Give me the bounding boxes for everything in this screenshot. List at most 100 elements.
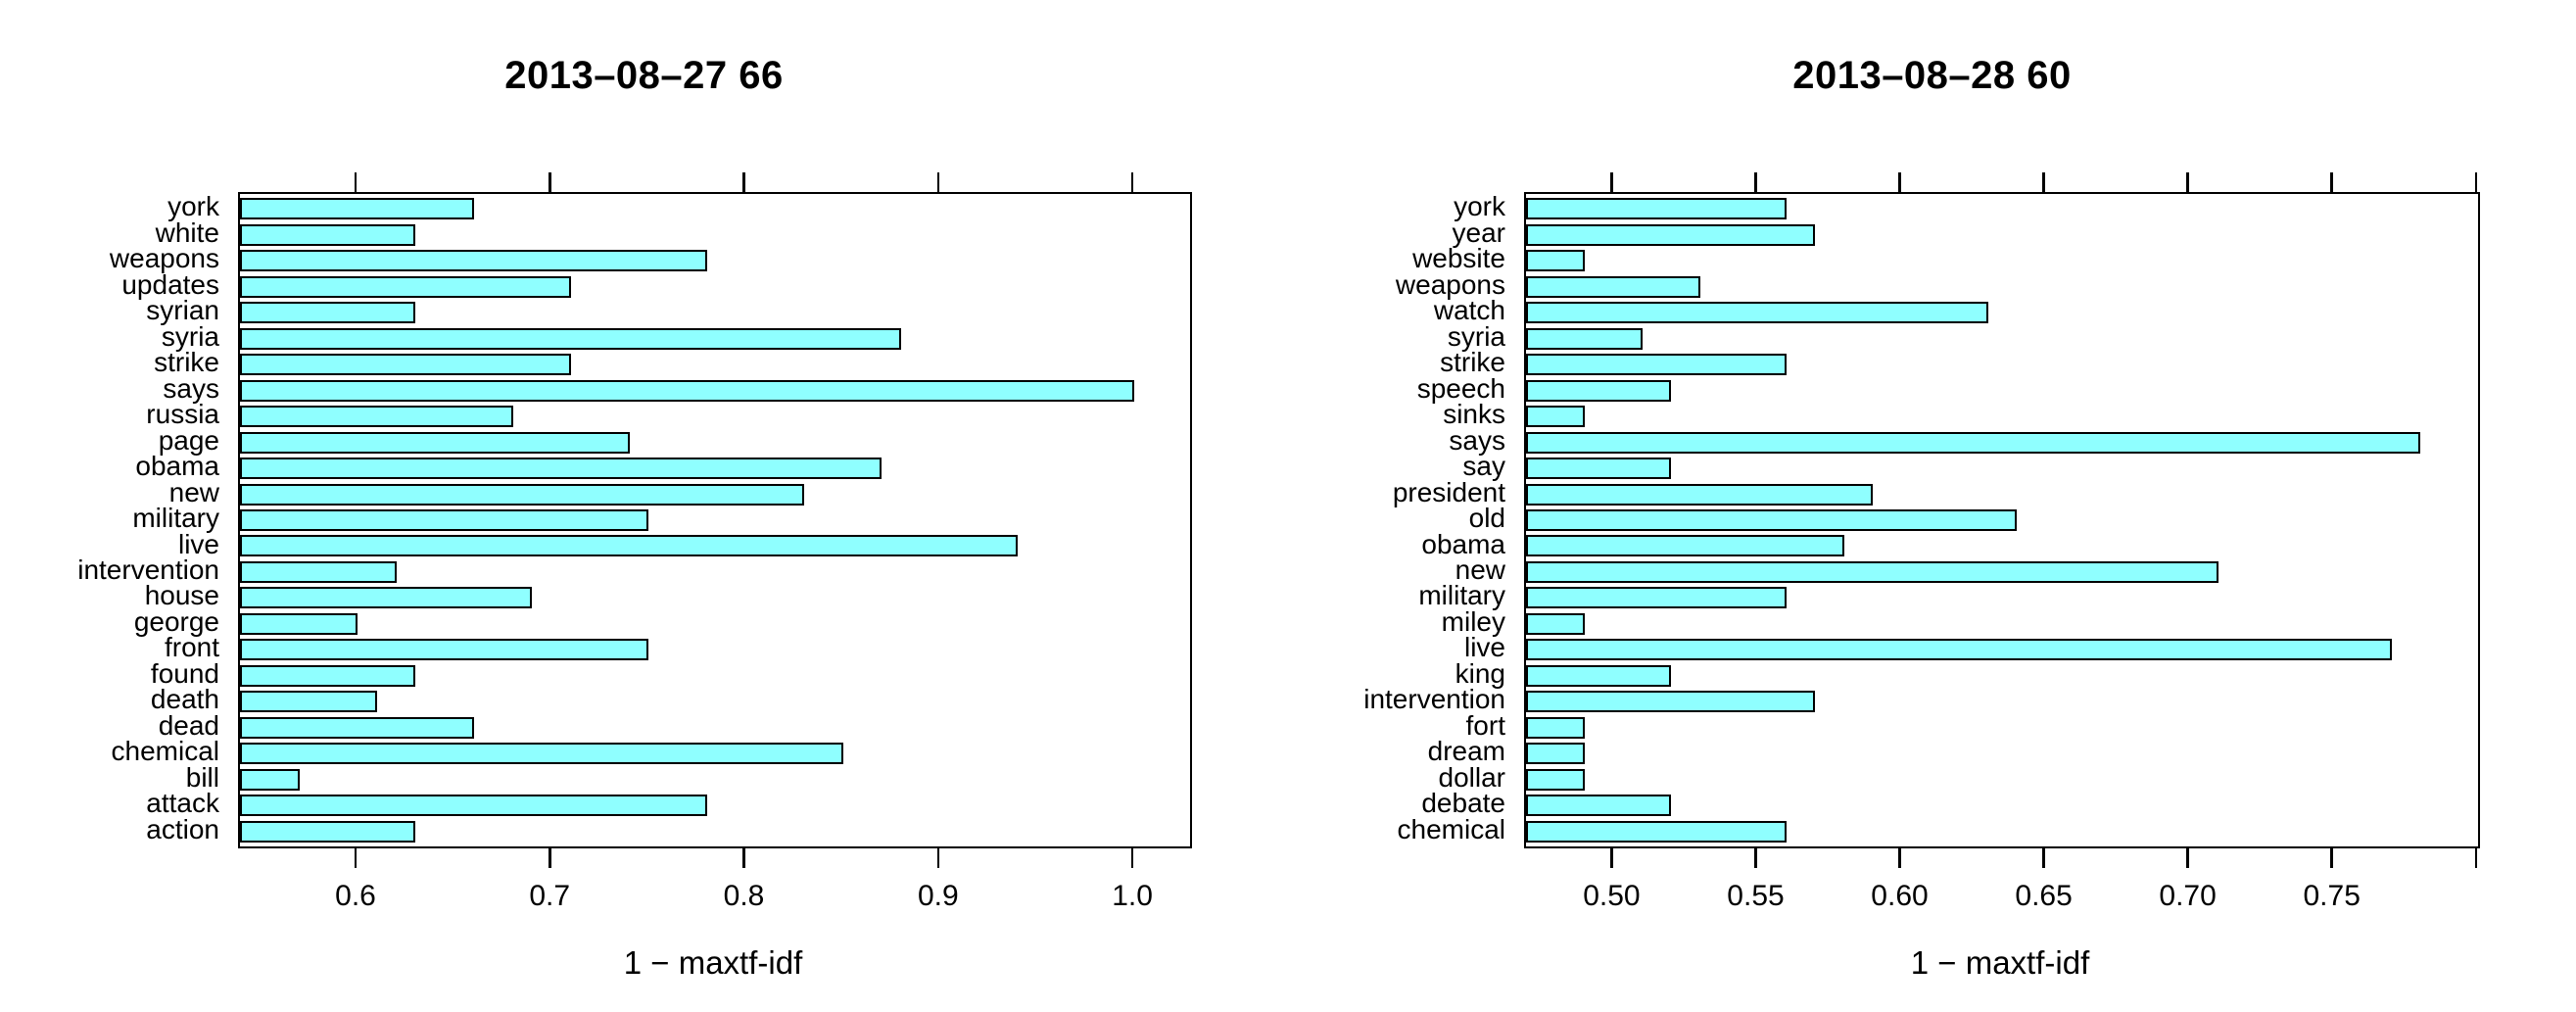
x-tick-bottom: [936, 848, 940, 868]
bar-york: [1526, 198, 1787, 220]
bar-strike: [1526, 354, 1787, 376]
ytick-label-intervention: intervention: [77, 554, 219, 585]
ytick-label-weapons: weapons: [109, 243, 219, 274]
bar-found: [240, 664, 416, 687]
ytick-label-syrian: syrian: [146, 295, 219, 326]
bar-year: [1526, 223, 1816, 246]
bar-military: [240, 509, 649, 532]
ytick-label-president: president: [1392, 476, 1505, 507]
ytick-label-debate: debate: [1421, 788, 1505, 819]
ytick-label-york: york: [1454, 191, 1505, 222]
bar-live: [1526, 639, 2392, 661]
x-tick-label: 0.70: [2159, 880, 2217, 912]
ytick-label-strike: strike: [1440, 347, 1505, 378]
ytick-label-says: says: [163, 372, 219, 404]
ytick-label-intervention: intervention: [1363, 684, 1505, 715]
ytick-label-updates: updates: [121, 268, 219, 300]
bar-weapons: [240, 250, 707, 272]
ytick-label-live: live: [1463, 632, 1505, 663]
bar-sinks: [1526, 406, 1585, 428]
bar-syria: [240, 327, 902, 350]
x-tick-label: 0.60: [1871, 880, 1929, 912]
bar-obama: [1526, 535, 1844, 557]
ytick-label-king: king: [1455, 657, 1505, 689]
ytick-label-russia: russia: [146, 399, 219, 430]
ytick-label-year: year: [1452, 217, 1505, 248]
bar-new: [240, 483, 804, 506]
x-tick-bottom: [354, 848, 358, 868]
x-tick-bottom: [1754, 848, 1757, 868]
x-tick-top: [742, 172, 745, 192]
x-tick-bottom: [2474, 848, 2477, 868]
ytick-label-bill: bill: [185, 761, 219, 793]
bar-dead: [240, 716, 474, 739]
bar-white: [240, 223, 416, 246]
bar-fort: [1526, 716, 1585, 739]
bar-death: [240, 691, 377, 713]
ytick-label-dream: dream: [1427, 736, 1505, 767]
bar-attack: [240, 795, 707, 817]
x-tick-label: 0.50: [1583, 880, 1641, 912]
x-tick-top: [2330, 172, 2333, 192]
bar-king: [1526, 664, 1672, 687]
bar-chemical: [240, 743, 843, 765]
left-chart-panel: 2013–08–27 66 1 − maxtf-idf york white wea…: [77, 54, 1192, 981]
ytick-label-front: front: [164, 632, 219, 663]
x-tick-top: [549, 172, 551, 192]
bar-military: [1526, 587, 1787, 609]
bar-updates: [240, 275, 572, 298]
left-plot-box: [238, 192, 1192, 848]
ytick-label-george: george: [133, 605, 219, 637]
bar-old: [1526, 509, 2018, 532]
ytick-label-york: york: [167, 191, 219, 222]
bar-watch: [1526, 302, 1988, 324]
x-tick-bottom: [1130, 848, 1134, 868]
ytick-label-new: new: [1455, 554, 1505, 585]
ytick-label-attack: attack: [146, 788, 219, 819]
ytick-label-found: found: [150, 657, 219, 689]
bar-syria: [1526, 327, 1643, 350]
x-tick-label: 0.7: [529, 880, 571, 912]
ytick-label-house: house: [144, 580, 219, 611]
x-tick-top: [1130, 172, 1134, 192]
ytick-label-say: say: [1462, 451, 1505, 482]
bar-george: [240, 612, 358, 635]
x-tick-bottom: [2186, 848, 2189, 868]
ytick-label-new: new: [168, 476, 219, 507]
x-tick-label: 0.6: [335, 880, 376, 912]
x-tick-bottom: [2042, 848, 2045, 868]
x-tick-label: 0.55: [1727, 880, 1785, 912]
bar-weapons: [1526, 275, 1700, 298]
bar-new: [1526, 560, 2218, 583]
bar-live: [240, 535, 1019, 557]
ytick-label-obama: obama: [135, 451, 219, 482]
x-tick-bottom: [1610, 848, 1613, 868]
ytick-label-fort: fort: [1465, 709, 1505, 741]
x-tick-top: [936, 172, 940, 192]
x-tick-label: 0.8: [723, 880, 765, 912]
bar-speech: [1526, 379, 1672, 402]
ytick-label-syria: syria: [161, 320, 219, 352]
bar-chemical: [1526, 820, 1787, 843]
ytick-label-military: military: [132, 503, 219, 533]
ytick-label-dollar: dollar: [1438, 761, 1505, 793]
bar-russia: [240, 406, 513, 428]
x-tick-top: [354, 172, 358, 192]
bar-syrian: [240, 302, 416, 324]
ytick-label-white: white: [155, 217, 219, 248]
x-tick-label: 0.65: [2015, 880, 2073, 912]
ytick-label-website: website: [1412, 243, 1505, 274]
bar-house: [240, 587, 533, 609]
x-tick-bottom: [2330, 848, 2333, 868]
x-tick-top: [1754, 172, 1757, 192]
x-tick-bottom: [549, 848, 551, 868]
ytick-label-syria: syria: [1447, 320, 1505, 352]
ytick-label-miley: miley: [1441, 605, 1505, 637]
bar-strike: [240, 354, 572, 376]
left-chart-title: 2013–08–27 66: [504, 54, 784, 97]
x-tick-bottom: [1898, 848, 1901, 868]
ytick-label-strike: strike: [154, 347, 219, 378]
ytick-label-live: live: [177, 528, 219, 559]
bar-front: [240, 639, 649, 661]
ytick-label-chemical: chemical: [111, 736, 219, 767]
